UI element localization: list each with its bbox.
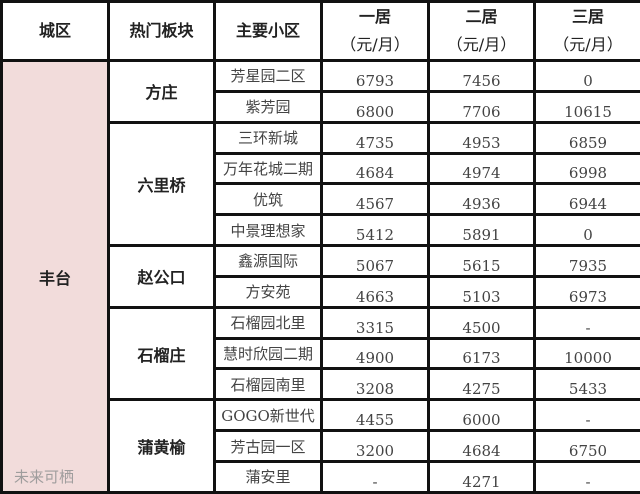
community-cell: 慧时欣园二期 bbox=[213, 336, 323, 371]
community-cell: 芳星园二区 bbox=[213, 59, 323, 93]
community-cell: 鑫源国际 bbox=[213, 244, 323, 278]
two-bed-rent: 5615 bbox=[427, 244, 536, 278]
table-row: 蒲安里 -4271- bbox=[2, 459, 640, 494]
header-one-bed-label: 一居 bbox=[358, 7, 391, 26]
community-cell: 紫芳园 bbox=[213, 89, 323, 124]
header-community: 主要小区 bbox=[213, 0, 323, 62]
two-bed-rent: 7456 bbox=[427, 59, 536, 93]
three-bed-rent: 6750 bbox=[533, 429, 640, 463]
two-bed-rent: 4953 bbox=[427, 120, 536, 155]
block-cell: 蒲黄榆 bbox=[107, 398, 216, 494]
two-bed-rent: 4271 bbox=[427, 459, 536, 494]
community-cell: 万年花城二期 bbox=[213, 151, 323, 186]
header-district: 城区 bbox=[0, 0, 110, 62]
one-bed-rent: 4684 bbox=[320, 151, 430, 186]
table-row: 万年花城二期 4684 4974 6998 bbox=[2, 151, 640, 186]
table-row: 赵公口 鑫源国际 5067 5615 7935 bbox=[2, 244, 640, 309]
three-bed-rent: - bbox=[533, 398, 640, 433]
one-bed-rent: 6800 bbox=[320, 89, 430, 124]
header-block: 热门板块 bbox=[107, 0, 216, 62]
two-bed-rent: 4500 bbox=[427, 305, 536, 340]
two-bed-rent: 5103 bbox=[427, 274, 536, 309]
community-cell: 中景理想家 bbox=[213, 213, 323, 248]
two-bed-rent: 4936 bbox=[427, 182, 536, 217]
table-row: 石榴庄 石榴园北里 3315 4500- bbox=[2, 305, 640, 402]
community-cell: GOGO新世代 bbox=[213, 398, 323, 433]
three-bed-rent: 7935 bbox=[533, 244, 640, 278]
one-bed-rent: 3208 bbox=[320, 367, 430, 402]
three-bed-rent: 6859 bbox=[533, 120, 640, 155]
one-bed-rent: 4900 bbox=[320, 336, 430, 371]
table-row: 石榴园南里 3208 4275 5433 bbox=[2, 367, 640, 402]
one-bed-rent: 4567 bbox=[320, 182, 430, 217]
table-row: 蒲黄榆 GOGO新世代 4455 6000- bbox=[2, 398, 640, 494]
community-cell: 三环新城 bbox=[213, 120, 323, 155]
three-bed-rent: 0 bbox=[533, 213, 640, 248]
table-row: 芳古园一区 3200 4684 6750 bbox=[2, 429, 640, 463]
community-cell: 石榴园南里 bbox=[213, 367, 323, 402]
two-bed-rent: 4684 bbox=[427, 429, 536, 463]
three-bed-rent: 10000 bbox=[533, 336, 640, 371]
header-unit: （元/月） bbox=[340, 35, 410, 54]
header-one-bed: 一居 （元/月） bbox=[320, 0, 430, 62]
table-row: 中景理想家 5412 5891 0 bbox=[2, 213, 640, 248]
table-row: 丰台 方庄 芳星园二区 6793 7456 0 bbox=[0, 59, 640, 494]
block-cell: 赵公口 bbox=[107, 244, 216, 309]
two-bed-rent: 4974 bbox=[427, 151, 536, 186]
header-three-bed-label: 三居 bbox=[571, 7, 604, 26]
one-bed-rent: 6793 bbox=[320, 59, 430, 93]
header-row: 城区 热门板块 主要小区 一居 （元/月） 二居 （元/月） 三居 （元/月） bbox=[0, 0, 640, 62]
block-cell: 石榴庄 bbox=[107, 305, 216, 402]
header-three-bed: 三居 （元/月） bbox=[533, 0, 640, 62]
one-bed-rent: 5067 bbox=[320, 244, 430, 278]
two-bed-rent: 6173 bbox=[427, 336, 536, 371]
table-row: 六里桥 三环新城 4735 4953 6859 bbox=[2, 120, 640, 248]
three-bed-rent: 6973 bbox=[533, 274, 640, 309]
one-bed-rent: 3200 bbox=[320, 429, 430, 463]
one-bed-rent: 4735 bbox=[320, 120, 430, 155]
district-cell: 丰台 bbox=[0, 59, 110, 494]
three-bed-rent: - bbox=[533, 459, 640, 494]
three-bed-rent: 10615 bbox=[533, 89, 640, 124]
one-bed-rent: - bbox=[320, 459, 430, 494]
community-cell: 蒲安里 bbox=[213, 459, 323, 494]
header-unit: （元/月） bbox=[446, 35, 517, 54]
header-two-bed-label: 二居 bbox=[465, 7, 498, 26]
block-cell: 六里桥 bbox=[107, 120, 216, 248]
table-row: 紫芳园 6800 7706 10615 bbox=[2, 89, 640, 124]
community-cell: 石榴园北里 bbox=[213, 305, 323, 340]
header-unit: （元/月） bbox=[553, 35, 623, 54]
one-bed-rent: 3315 bbox=[320, 305, 430, 340]
one-bed-rent: 4455 bbox=[320, 398, 430, 433]
three-bed-rent: 6998 bbox=[533, 151, 640, 186]
two-bed-rent: 7706 bbox=[427, 89, 536, 124]
two-bed-rent: 4275 bbox=[427, 367, 536, 402]
community-cell: 优筑 bbox=[213, 182, 323, 217]
community-cell: 方安苑 bbox=[213, 274, 323, 309]
table-row: 优筑 4567 4936 6944 bbox=[2, 182, 640, 217]
three-bed-rent: - bbox=[533, 305, 640, 340]
one-bed-rent: 4663 bbox=[320, 274, 430, 309]
three-bed-rent: 0 bbox=[533, 59, 640, 93]
header-two-bed: 二居 （元/月） bbox=[427, 0, 536, 62]
block-cell: 方庄 bbox=[107, 59, 216, 124]
table-row: 方安苑 4663 5103 6973 bbox=[2, 274, 640, 309]
three-bed-rent: 6944 bbox=[533, 182, 640, 217]
one-bed-rent: 5412 bbox=[320, 213, 430, 248]
two-bed-rent: 6000 bbox=[427, 398, 536, 433]
community-cell: 芳古园一区 bbox=[213, 429, 323, 463]
table-row: 慧时欣园二期 4900 6173 10000 bbox=[2, 336, 640, 371]
two-bed-rent: 5891 bbox=[427, 213, 536, 248]
three-bed-rent: 5433 bbox=[533, 367, 640, 402]
